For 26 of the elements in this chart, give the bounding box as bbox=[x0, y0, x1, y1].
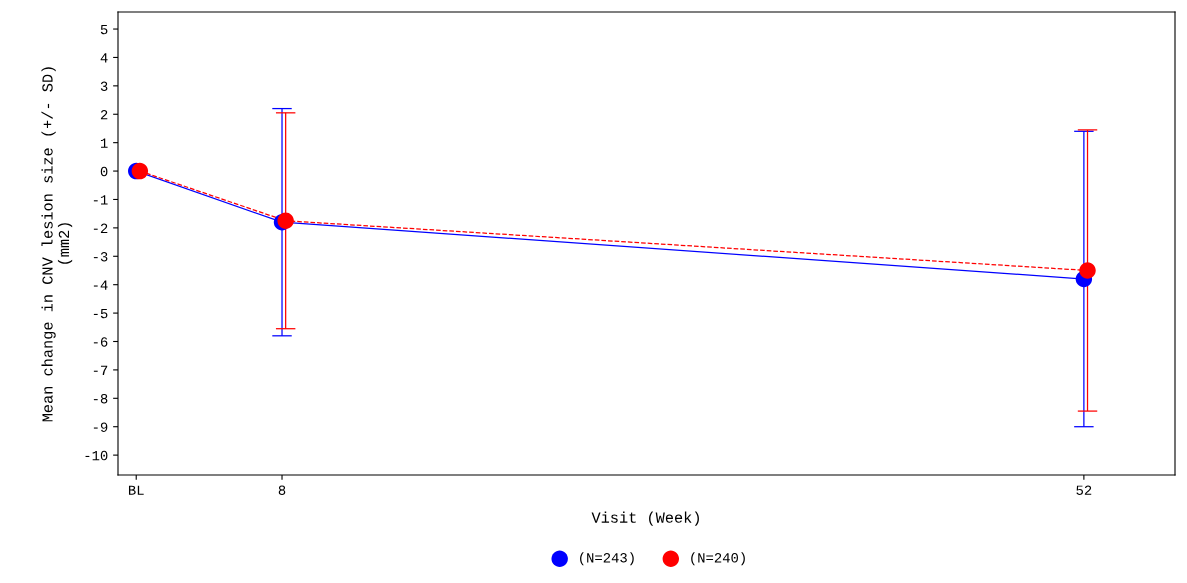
y-tick-label: -3 bbox=[93, 252, 108, 262]
point bbox=[1079, 262, 1096, 279]
point bbox=[277, 212, 294, 229]
y-tick-label: -4 bbox=[93, 280, 108, 290]
y-axis-title: Mean change in CNV lesion size (+/- SD) (mm2) bbox=[41, 67, 73, 422]
y-tick-label: -2 bbox=[93, 223, 108, 233]
y-tick-label: -8 bbox=[93, 394, 108, 404]
x-tick-label: 8 bbox=[278, 485, 286, 495]
y-tick-label: 3 bbox=[100, 81, 108, 92]
legend-label: (N=243) bbox=[580, 552, 634, 566]
y-tick-label: -7 bbox=[93, 365, 108, 375]
y-tick-label: 4 bbox=[100, 53, 108, 63]
y-tick-label: 2 bbox=[100, 110, 108, 120]
legend-label: (N=240) bbox=[691, 552, 745, 566]
y-tick-label: -1 bbox=[93, 195, 108, 205]
x-tick-label: BL bbox=[128, 485, 144, 495]
y-tick-label: 5 bbox=[100, 24, 108, 35]
y-tick-label: -6 bbox=[93, 337, 108, 347]
y-tick-label: 1 bbox=[100, 138, 108, 148]
y-tick-label: 0 bbox=[100, 166, 108, 177]
y-tick-label: -9 bbox=[93, 422, 108, 432]
x-tick-label: 52 bbox=[1076, 485, 1092, 495]
point bbox=[131, 162, 149, 180]
y-tick-label: -5 bbox=[93, 308, 108, 319]
x-axis-title: Visit (Week) bbox=[591, 511, 699, 526]
y-tick-label: -10 bbox=[85, 450, 108, 461]
